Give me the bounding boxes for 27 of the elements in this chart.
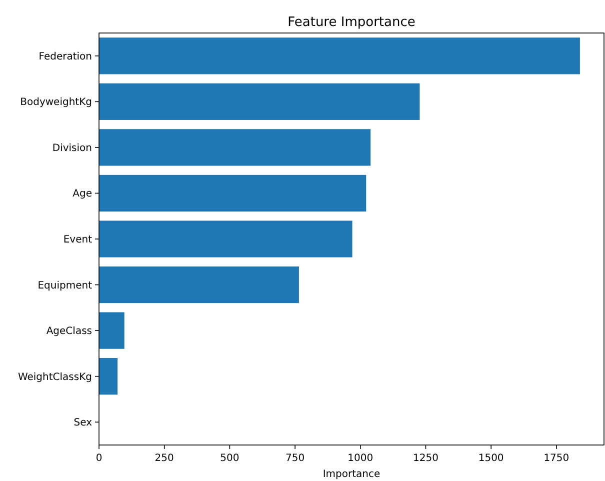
x-tick-label: 1500: [478, 453, 504, 464]
y-tick-label: Division: [52, 142, 92, 154]
y-tick-label: Event: [63, 234, 92, 246]
x-tick-label: 1000: [348, 453, 374, 464]
y-tick-label: AgeClass: [46, 326, 92, 338]
x-tick-label: 1250: [413, 453, 438, 464]
x-tick-label: 750: [285, 453, 305, 464]
bar: [99, 38, 580, 74]
bar: [99, 312, 124, 349]
chart-title: Feature Importance: [288, 15, 416, 30]
bar: [99, 129, 371, 166]
bar: [99, 174, 366, 212]
y-tick-label: WeightClassKg: [18, 372, 92, 383]
y-tick-label: Federation: [38, 51, 92, 62]
y-tick-label: Equipment: [38, 280, 92, 292]
y-tick-label: BodyweightKg: [20, 97, 92, 108]
y-tick-label: Age: [72, 188, 92, 200]
bar: [99, 266, 299, 304]
bar: [99, 83, 420, 120]
x-tick-label: 500: [220, 453, 240, 464]
bar: [99, 220, 352, 258]
x-tick-label: 0: [96, 453, 102, 464]
bar: [99, 358, 118, 395]
x-tick-label: 1750: [544, 453, 570, 464]
y-tick-label: Sex: [74, 418, 92, 429]
x-tick-label: 250: [154, 453, 174, 464]
x-axis-title: Importance: [322, 469, 380, 480]
